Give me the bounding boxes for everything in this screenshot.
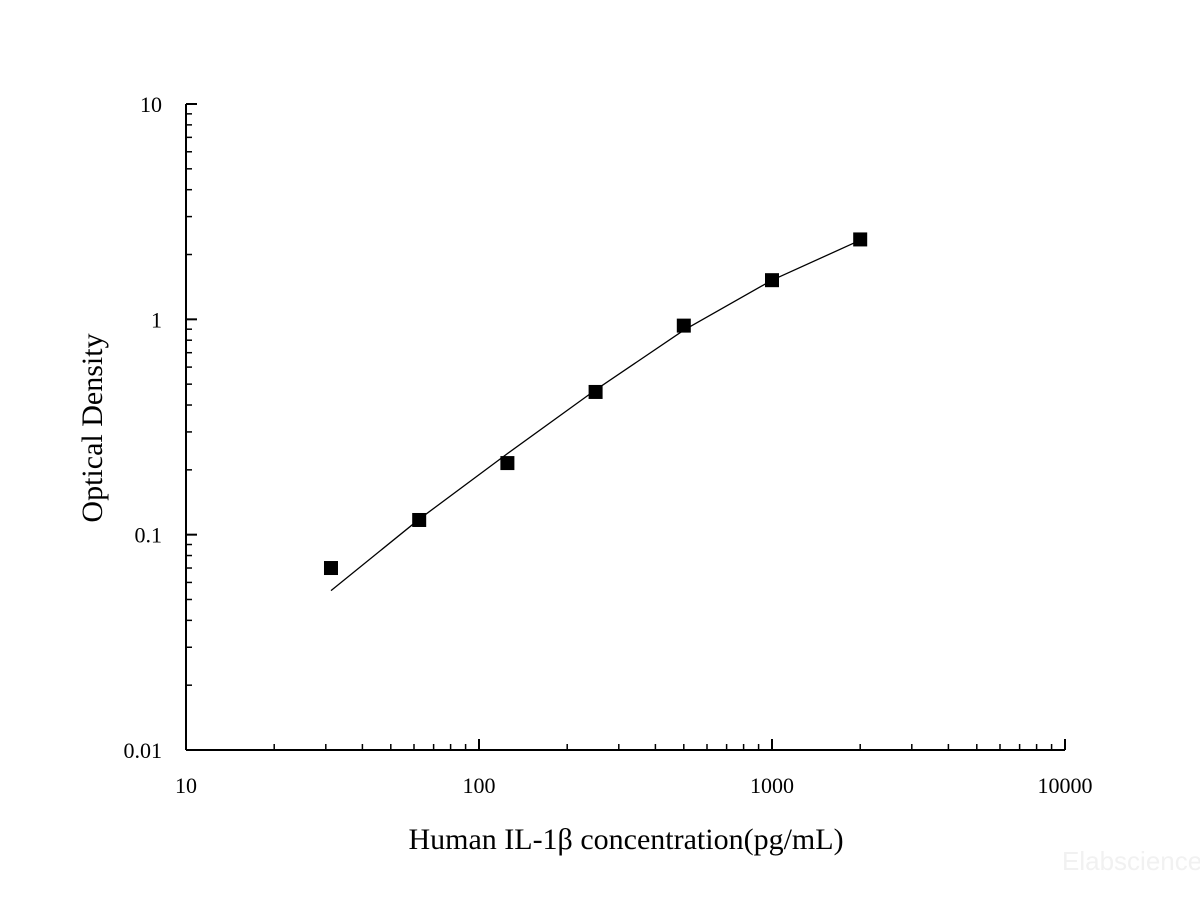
minor-ticks xyxy=(186,113,1053,750)
y-tick-label: 1 xyxy=(151,307,162,332)
watermark: Elabscience xyxy=(1062,846,1200,876)
data-point-marker xyxy=(676,318,691,333)
x-tick-labels: 10 100 1000 10000 xyxy=(175,773,1093,798)
data-point-marker xyxy=(588,384,603,399)
data-point-marker xyxy=(765,273,779,288)
data-point-marker xyxy=(412,512,427,527)
y-tick-labels: 0.01 0.1 1 10 xyxy=(124,92,163,763)
x-tick-label: 10 xyxy=(175,773,197,798)
x-tick-label: 100 xyxy=(463,773,496,798)
data-point-marker xyxy=(853,232,868,247)
y-tick-label: 0.01 xyxy=(124,738,163,763)
y-tick-label: 0.1 xyxy=(135,523,163,548)
y-tick-label: 10 xyxy=(140,92,162,117)
data-point-marker xyxy=(500,456,515,471)
x-axis-title: Human IL-1β concentration(pg/mL) xyxy=(408,823,843,856)
data-markers xyxy=(323,232,868,576)
fit-curve xyxy=(330,239,861,592)
y-axis-title: Optical Density xyxy=(76,333,109,522)
major-ticks xyxy=(185,103,1066,751)
x-tick-label: 10000 xyxy=(1038,773,1093,798)
x-tick-label: 1000 xyxy=(750,773,794,798)
data-point-marker xyxy=(323,561,338,576)
